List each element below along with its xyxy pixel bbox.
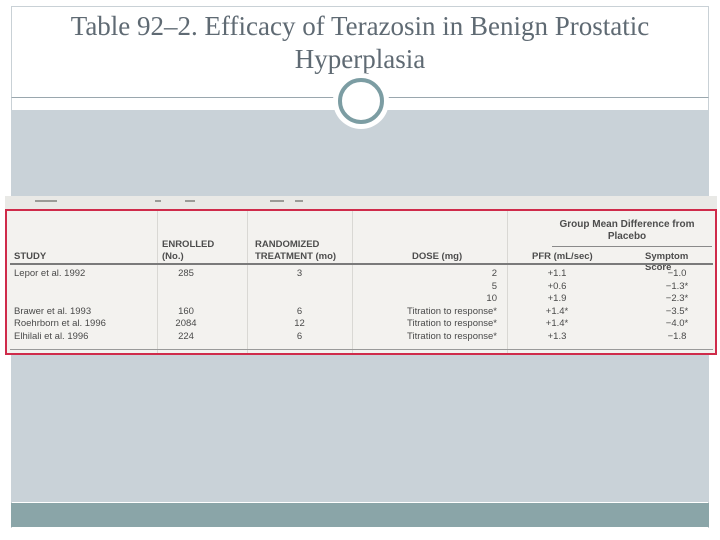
slide-title-line-2: Hyperplasia	[294, 44, 426, 74]
cell-study: Brawer et al. 1993	[14, 305, 92, 317]
cell-dose: 10	[486, 293, 497, 305]
header-symptom-score: Symptom Score	[645, 251, 689, 273]
column-separator	[507, 211, 508, 353]
column-separator	[247, 211, 248, 353]
table-row: Lepor et al. 1992 285 3 2 +1.1 −1.0	[7, 268, 715, 281]
cell-enrolled: 224	[178, 330, 194, 342]
group-header: Group Mean Difference from Placebo	[559, 219, 695, 242]
header-treatment-line-1: RANDOMIZED	[255, 239, 320, 250]
cell-dose: Titration to response*	[407, 305, 497, 317]
bottom-rule	[10, 349, 713, 350]
group-header-rule	[552, 246, 712, 247]
decorative-circle-icon	[338, 78, 384, 124]
cell-treatment: 12	[294, 318, 305, 330]
cell-dose: Titration to response*	[407, 330, 497, 342]
cell-symptom: −1.8	[667, 330, 687, 342]
cell-enrolled: 160	[178, 305, 194, 317]
cell-pfr: +1.9	[547, 293, 567, 305]
cell-study: Lepor et al. 1992	[14, 268, 86, 279]
table-cut-strip	[5, 196, 717, 210]
cell-symptom: −2.3*	[665, 293, 689, 305]
cell-enrolled: 285	[178, 268, 194, 279]
table-body: Lepor et al. 1992 285 3 2 +1.1 −1.0 5 +0…	[7, 268, 715, 344]
table-row: Brawer et al. 1993 160 6 Titration to re…	[7, 306, 715, 319]
table-row: 5 +0.6 −1.3*	[7, 281, 715, 294]
cell-treatment: 6	[296, 305, 303, 317]
cell-dose: 5	[491, 280, 497, 292]
cell-dose: 2	[491, 268, 497, 279]
cell-enrolled: 2084	[175, 318, 197, 330]
header-enrolled-line-1: ENROLLED	[162, 239, 215, 250]
footer-bar	[11, 503, 709, 527]
cell-treatment: 3	[296, 268, 303, 279]
header-enrolled-line-2: (No.)	[162, 251, 184, 262]
cell-study: Elhilali et al. 1996	[14, 330, 89, 342]
header-study: STUDY	[14, 251, 47, 262]
slide-title-line-1: Table 92–2. Efficacy of Terazosin in Ben…	[70, 11, 650, 41]
efficacy-table: Group Mean Difference from Placebo STUDY…	[5, 209, 717, 355]
header-dose: DOSE (mg)	[412, 251, 463, 262]
header-rule	[10, 263, 713, 265]
table-row: Roehrborn et al. 1996 2084 12 Titration …	[7, 318, 715, 331]
table-row: 10 +1.9 −2.3*	[7, 293, 715, 306]
slide-title: Table 92–2. Efficacy of Terazosin in Ben…	[0, 10, 720, 76]
cell-symptom: −1.0	[667, 268, 687, 279]
header-pfr: PFR (mL/sec)	[532, 251, 593, 262]
cell-pfr: +1.4*	[545, 318, 569, 330]
cell-pfr: +1.1	[547, 268, 567, 279]
header-treatment-line-2: TREATMENT (mo)	[255, 251, 337, 262]
cell-treatment: 6	[296, 330, 303, 342]
cell-study: Roehrborn et al. 1996	[14, 318, 106, 330]
cell-dose: Titration to response*	[407, 318, 497, 330]
cell-pfr: +1.3	[547, 330, 567, 342]
table-row: Elhilali et al. 1996 224 6 Titration to …	[7, 331, 715, 344]
cell-symptom: −1.3*	[665, 280, 689, 292]
cell-pfr: +0.6	[547, 280, 567, 292]
cell-symptom: −4.0*	[665, 318, 689, 330]
cell-pfr: +1.4*	[545, 305, 569, 317]
cell-symptom: −3.5*	[665, 305, 689, 317]
column-separator	[352, 211, 353, 353]
column-separator	[157, 211, 158, 353]
